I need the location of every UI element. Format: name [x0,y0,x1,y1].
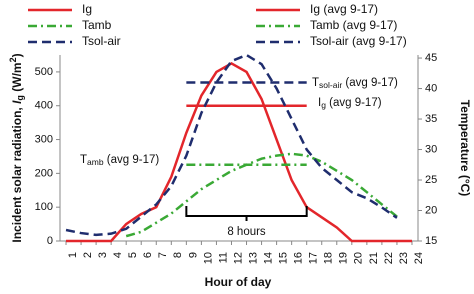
annotation-part: (avg 9-17) [342,77,398,89]
x-tick-label: 24 [413,252,425,264]
annotation-part: sol-air [319,80,342,90]
annotation-part: 8 hours [227,226,266,238]
x-tick-label: 1 [67,252,79,258]
series-line [125,152,398,238]
y-title-part: Incident solar radiation, [10,104,24,243]
series-line [65,53,398,237]
y-tick-label: 100 [35,201,53,213]
x-tick-label: 15 [278,252,290,264]
annotation-part: amb [87,157,104,167]
y-axis-title: Incident solar radiation, Ig (W/m2) [8,53,25,242]
y2-axis-title: Temperature (°C) [458,100,472,197]
y-tick-label: 0 [47,235,53,247]
legend-label: Tsol-air (avg 9-17) [310,34,407,48]
legend-label: Tamb (avg 9-17) [310,18,397,32]
legend-label: Tsol-air [82,34,121,48]
x-tick-label: 21 [368,252,380,264]
annotation: Tsol-air (avg 9-17) [312,77,398,90]
x-tick-label: 2 [82,252,94,258]
x-tick-label: 22 [383,252,395,264]
y-tick-label: 200 [35,167,53,179]
y-title-part: ) [10,53,24,57]
y-tick-label: 300 [35,133,53,145]
annotation-part: (avg 9-17) [104,154,160,166]
x-tick-label: 20 [353,252,365,264]
x-tick-label: 17 [308,252,320,264]
y2-tick-label: 45 [425,52,437,64]
x-tick-label: 23 [398,252,410,264]
y2-tick-label: 20 [425,204,437,216]
legend-label: Tamb [82,18,112,32]
y-title-part: 2 [8,57,18,62]
x-tick-label: 4 [112,252,124,258]
x-tick-label: 8 [172,252,184,258]
x-tick-label: 3 [97,252,109,258]
x-tick-label: 16 [293,252,305,264]
y2-tick-label: 35 [425,113,437,125]
y2-tick-label: 25 [425,174,437,186]
y-tick-label: 400 [35,100,53,112]
y-title-part: (W/m [10,62,24,95]
x-tick-label: 18 [323,252,335,264]
x-tick-label: 5 [127,252,139,258]
annotation-part: I [318,97,321,109]
series-line [66,62,412,243]
annotation-part: T [80,154,87,166]
x-tick-label: 10 [202,252,214,264]
x-tick-label: 19 [338,252,350,264]
x-tick-label: 7 [157,252,169,258]
y2-tick-label: 15 [425,235,437,247]
y-tick-label: 500 [35,66,53,78]
x-tick-label: 14 [262,252,274,264]
annotation: 8 hours [227,226,266,238]
y2-tick-label: 30 [425,143,437,155]
x-tick-label: 11 [217,252,229,263]
x-tick-label: 6 [142,252,154,258]
legend-label: Ig [82,2,92,16]
x-tick-label: 13 [247,252,259,264]
y2-tick-label: 40 [425,82,437,94]
x-tick-label: 9 [187,252,199,258]
annotation: Tamb (avg 9-17) [80,154,159,167]
annotation-part: g [321,100,326,110]
annotation: Ig (avg 9-17) [318,97,382,110]
y-title-part: I [10,100,24,104]
annotation-part: (avg 9-17) [326,97,382,109]
bracket [185,206,308,217]
y-title-part: g [15,95,25,101]
legend-label: Ig (avg 9-17) [310,2,378,16]
x-tick-label: 12 [232,252,244,264]
x-axis-title: Hour of day [205,275,272,289]
annotation-part: T [312,77,319,89]
